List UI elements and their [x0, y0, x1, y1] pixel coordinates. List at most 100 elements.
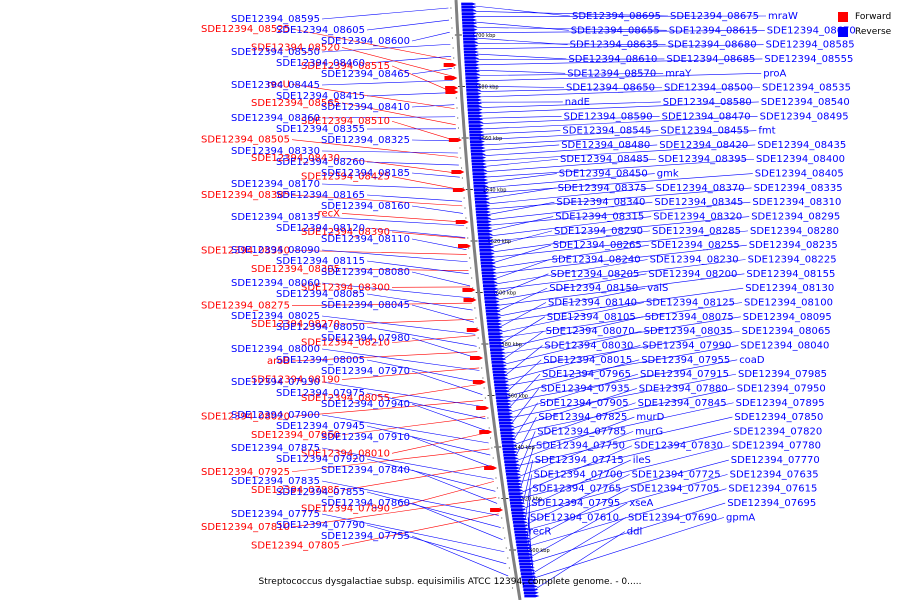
reverse-gene-arrow	[516, 543, 532, 547]
gene-label: SDE12394_08650	[566, 83, 655, 94]
reverse-gene-arrow	[500, 431, 516, 435]
reverse-gene-arrow	[467, 108, 483, 111]
ruler-label: 1580 kbp	[498, 342, 522, 348]
gene-label: SDE12394_08385	[201, 190, 290, 201]
leader-line	[508, 359, 640, 397]
reverse-gene-arrow	[498, 418, 514, 422]
leader-line	[485, 158, 755, 178]
reverse-gene-arrow	[487, 322, 503, 326]
gene-label: SDE12394_07765	[532, 484, 621, 495]
leader-line	[507, 345, 739, 386]
reverse-gene-arrow	[507, 482, 523, 486]
gene-label: SDE12394_08015	[543, 355, 632, 366]
gene-label: SDE12394_08550	[231, 47, 320, 58]
leader-line	[498, 287, 548, 311]
reverse-gene-arrow	[512, 517, 528, 521]
reverse-gene-arrow	[512, 521, 528, 524]
gene-label: SDE12394_08695	[572, 11, 661, 22]
reverse-gene-arrow	[470, 153, 486, 156]
gene-label: SDE12394_07775	[231, 509, 320, 520]
leader-line	[291, 351, 478, 362]
forward-gene-arrow	[455, 220, 469, 224]
gene-label: SDE12394_08395	[658, 154, 747, 165]
leader-line	[505, 345, 543, 376]
leader-line	[481, 115, 562, 119]
reverse-gene-arrow	[482, 277, 498, 281]
leader-line	[499, 287, 744, 322]
leader-line	[529, 488, 727, 547]
gene-label: SDE12394_08130	[745, 283, 834, 294]
gene-label: SDE12394_07960	[251, 430, 340, 441]
reverse-gene-arrow	[486, 316, 502, 319]
reverse-gene-arrow	[473, 185, 489, 188]
gene-label: SDE12394_08680	[668, 40, 757, 51]
reverse-gene-arrow	[462, 28, 478, 31]
gene-label: SDE12394_08260	[276, 157, 365, 168]
reverse-gene-arrow	[468, 124, 484, 127]
gene-label: aroB	[267, 356, 290, 367]
leader-line	[498, 273, 745, 306]
reverse-gene-arrow	[514, 530, 530, 534]
gene-label: SDE12394_07835	[231, 476, 320, 487]
forward-gene-arrow	[470, 356, 484, 360]
gene-label: mraW	[768, 11, 798, 22]
gene-label: SDE12394_07840	[321, 465, 410, 476]
reverse-gene-arrow	[461, 15, 477, 19]
gene-label: SDE12394_07855	[276, 487, 365, 498]
gene-label: SDE12394_08140	[548, 297, 637, 308]
leader-line	[490, 216, 554, 231]
leader-line	[493, 230, 749, 258]
gene-label: SDE12394_08590	[564, 111, 653, 122]
leader-line	[411, 172, 460, 178]
leader-line	[321, 348, 480, 371]
gene-label: SDE12394_08555	[764, 54, 853, 65]
leader-line	[525, 474, 532, 520]
gene-label: SDE12394_07900	[231, 410, 320, 421]
leader-line	[521, 445, 633, 493]
reverse-gene-arrow	[472, 175, 488, 179]
leader-line	[499, 287, 646, 317]
reverse-gene-arrow	[481, 271, 497, 275]
reverse-gene-arrow	[468, 117, 484, 121]
genome-backbone-arc	[454, 0, 522, 600]
reverse-gene-arrow	[467, 105, 483, 108]
leader-line	[391, 176, 461, 190]
reverse-gene-arrow	[474, 201, 490, 204]
leader-line	[321, 315, 476, 335]
reverse-gene-arrow	[483, 293, 499, 297]
reverse-gene-arrow	[462, 21, 478, 25]
reverse-gene-arrow	[470, 149, 486, 153]
reverse-gene-arrow	[469, 133, 485, 137]
leader-line	[341, 367, 480, 380]
gene-label: gpmA	[726, 512, 755, 523]
leader-line	[485, 158, 657, 173]
leader-line	[411, 436, 493, 468]
gene-label: SDE12394_08325	[321, 135, 410, 146]
gene-label: xseA	[629, 498, 653, 509]
reverse-gene-arrow	[517, 553, 533, 556]
gene-label: SDE12394_07725	[632, 469, 721, 480]
gene-label: SDE12394_07810	[201, 522, 290, 533]
leader-line	[474, 5, 571, 17]
reverse-gene-arrow	[485, 309, 501, 313]
leader-line	[366, 56, 452, 64]
leader-line	[528, 503, 531, 552]
reverse-gene-arrow	[499, 428, 515, 431]
reverse-gene-arrow	[498, 415, 514, 419]
leader-line	[477, 69, 566, 74]
reverse-gene-arrow	[466, 89, 482, 92]
gene-label: SDE12394_08070	[546, 326, 635, 337]
ruler-label: 1620 kbp	[488, 239, 512, 245]
leader-line	[476, 53, 567, 60]
reverse-gene-arrow	[488, 332, 504, 335]
leader-line	[526, 474, 728, 531]
leader-line	[321, 381, 485, 408]
gene-label: SDE12394_08100	[744, 297, 833, 308]
leader-line	[366, 161, 459, 166]
reverse-gene-arrow	[495, 389, 511, 393]
gene-label: SDE12394_08275	[201, 301, 290, 312]
reverse-gene-arrow	[510, 501, 526, 505]
reverse-gene-arrow	[506, 476, 522, 479]
reverse-gene-arrow	[499, 425, 515, 428]
reverse-gene-arrow	[463, 37, 479, 41]
